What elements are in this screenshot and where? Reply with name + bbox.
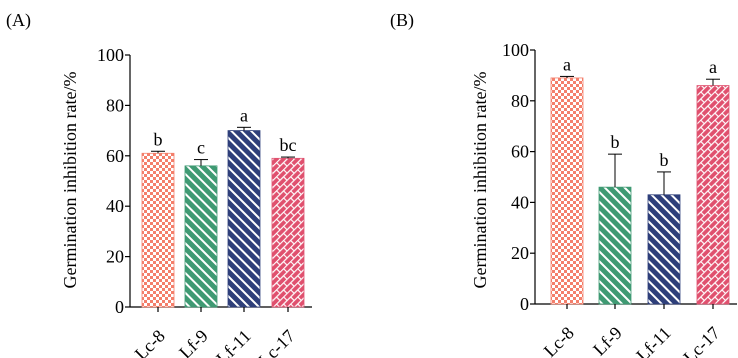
significance-label: a <box>709 57 717 77</box>
bar <box>271 157 305 308</box>
y-tick-label: 20 <box>106 247 124 267</box>
y-tick-label: 0 <box>115 297 124 317</box>
y-tick-label: 40 <box>511 192 529 212</box>
panel-b: (B) Germination inhibition rate/% 0 20 40 60 8… <box>390 10 737 358</box>
significance-label: bc <box>280 135 297 155</box>
category-label: Lc-8 <box>540 323 578 358</box>
panel-a: (A) Germination inhibition rate/% 0 20 40 60 8… <box>6 10 312 358</box>
y-tick-label: 100 <box>502 40 529 60</box>
significance-label: c <box>197 138 205 158</box>
y-tick-label: 80 <box>511 91 529 111</box>
panel-label: (A) <box>6 10 31 31</box>
panel-label: (B) <box>390 10 414 31</box>
bar <box>696 85 730 305</box>
category-label: Lf-9 <box>589 323 626 358</box>
y-tick-label: 60 <box>106 146 124 166</box>
significance-label: a <box>240 105 248 125</box>
significance-label: a <box>563 54 571 74</box>
bar <box>598 186 632 305</box>
significance-label: b <box>611 132 620 152</box>
y-axis-title: Germination inhibition rate/% <box>470 72 490 289</box>
category-label: Lf-9 <box>175 326 212 358</box>
category-label: Lc-17 <box>254 326 299 358</box>
bar <box>184 165 218 308</box>
category-label: Lc-17 <box>679 323 724 358</box>
category-label: Lf-11 <box>632 323 675 358</box>
y-tick-label: 0 <box>520 294 529 314</box>
category-label: Lc-8 <box>131 326 169 358</box>
bar <box>647 194 681 305</box>
category-label: Lf-11 <box>212 326 255 358</box>
y-tick-label: 80 <box>106 95 124 115</box>
bar <box>227 130 261 308</box>
bar <box>141 152 175 308</box>
y-tick-label: 20 <box>511 243 529 263</box>
bar <box>550 77 584 305</box>
y-axis-title: Germination inhibition rate/% <box>60 72 80 289</box>
significance-label: b <box>660 150 669 170</box>
significance-label: b <box>154 129 163 149</box>
y-tick-label: 100 <box>97 45 124 65</box>
y-tick-label: 60 <box>511 142 529 162</box>
y-tick-label: 40 <box>106 196 124 216</box>
